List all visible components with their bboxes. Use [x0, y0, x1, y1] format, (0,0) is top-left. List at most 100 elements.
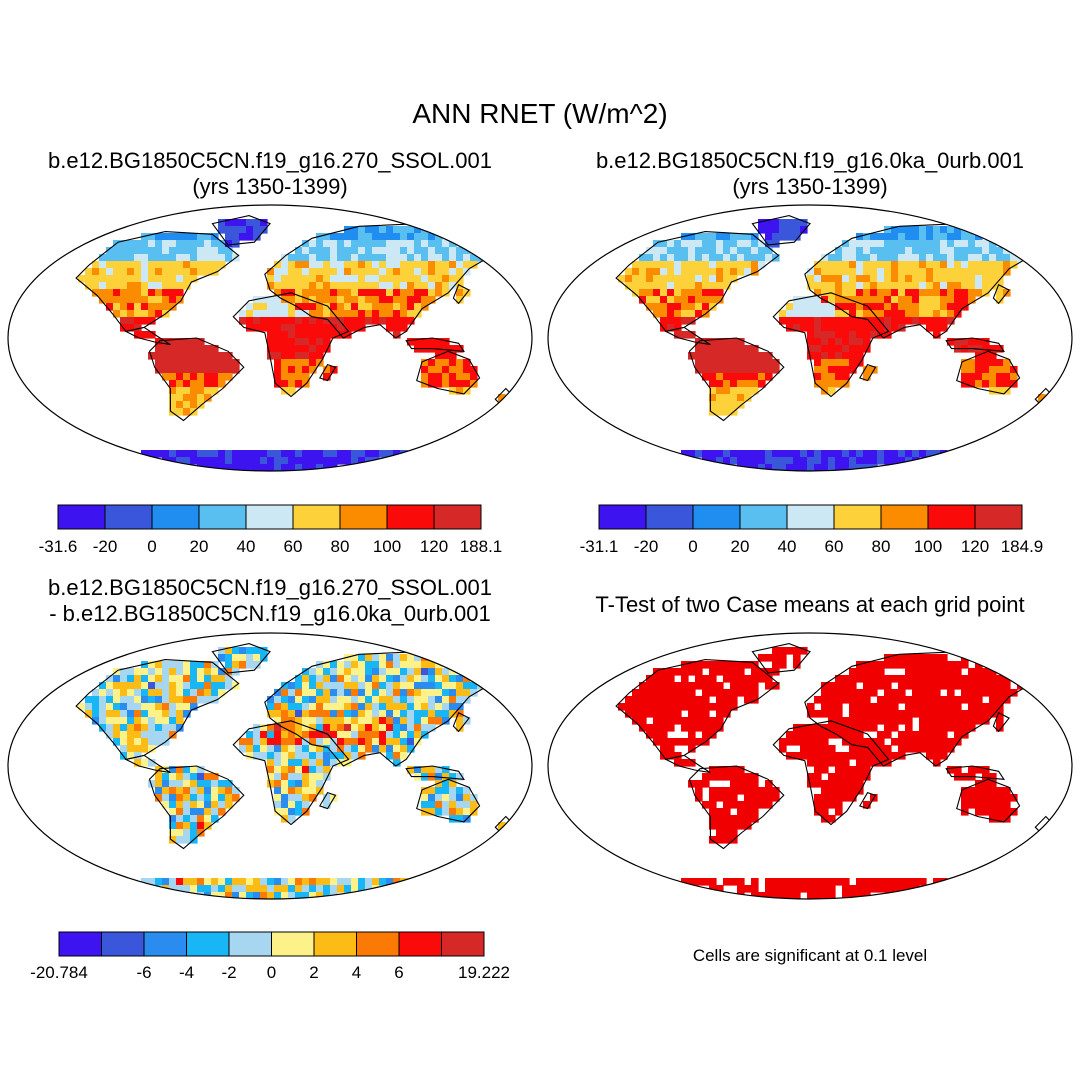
grid-cell	[793, 457, 801, 465]
grid-cell	[765, 878, 773, 886]
grid-cell	[337, 682, 345, 690]
grid-cell	[239, 661, 247, 669]
grid-cell	[968, 254, 976, 262]
grid-cell	[884, 226, 892, 234]
grid-cell	[365, 317, 373, 325]
grid-cell	[891, 717, 899, 725]
grid-cell	[863, 303, 871, 311]
grid-cell	[302, 794, 310, 802]
grid-cell	[99, 724, 107, 732]
grid-cell	[723, 878, 731, 886]
grid-cell	[176, 668, 184, 676]
grid-cell	[730, 373, 738, 381]
grid-cell	[737, 380, 745, 388]
grid-cell	[358, 296, 366, 304]
grid-cell	[351, 731, 359, 739]
grid-cell	[288, 703, 296, 711]
grid-cell	[92, 289, 100, 297]
grid-cell	[316, 738, 324, 746]
grid-cell	[639, 254, 647, 262]
grid-cell	[863, 296, 871, 304]
grid-cell	[344, 331, 352, 339]
grid-cell	[435, 682, 443, 690]
grid-cell	[288, 282, 296, 290]
grid-cell	[765, 801, 773, 809]
grid-cell	[442, 689, 450, 697]
grid-cell	[716, 261, 724, 269]
panel-3-title-line1: b.e12.BG1850C5CN.f19_g16.270_SSOL.001	[48, 575, 492, 600]
grid-cell	[632, 717, 640, 725]
grid-cell	[842, 885, 850, 893]
grid-cell	[772, 233, 780, 241]
grid-cell	[912, 303, 920, 311]
grid-cell	[288, 878, 296, 886]
grid-cell	[912, 233, 920, 241]
grid-cell	[169, 724, 177, 732]
grid-cell	[730, 345, 738, 353]
grid-cell	[695, 240, 703, 248]
grid-cell	[835, 682, 843, 690]
grid-cell	[225, 878, 233, 886]
grid-cell	[660, 717, 668, 725]
grid-cell	[947, 717, 955, 725]
grid-cell	[898, 282, 906, 290]
grid-cell	[891, 226, 899, 234]
grid-cell	[253, 892, 261, 899]
grid-cell	[456, 261, 464, 269]
grid-cell	[709, 401, 717, 409]
grid-cell	[730, 815, 738, 823]
grid-cell	[379, 703, 387, 711]
grid-cell	[723, 247, 731, 255]
grid-cell	[933, 226, 941, 234]
grid-cell	[926, 654, 934, 662]
grid-cell	[807, 352, 815, 360]
grid-cell	[267, 773, 275, 781]
grid-cell	[204, 387, 212, 395]
grid-cell	[975, 766, 983, 774]
grid-cell	[155, 668, 163, 676]
grid-cell	[449, 703, 457, 711]
grid-cell	[309, 668, 317, 676]
coastline-australia	[956, 778, 1021, 823]
grid-cell	[442, 359, 450, 367]
grid-cell	[120, 710, 128, 718]
grid-cell	[274, 310, 282, 318]
grid-cell	[407, 247, 415, 255]
grid-cell	[344, 282, 352, 290]
grid-cell	[442, 787, 450, 795]
grid-cell	[253, 738, 261, 746]
grid-cell	[821, 710, 829, 718]
grid-cell	[674, 752, 682, 760]
grid-cell	[309, 289, 317, 297]
grid-cell	[400, 717, 408, 725]
grid-cell	[870, 703, 878, 711]
grid-cell	[660, 268, 668, 276]
grid-cell	[358, 682, 366, 690]
grid-cell	[828, 296, 836, 304]
grid-cell	[849, 787, 857, 795]
grid-cell	[379, 731, 387, 739]
grid-cell	[225, 366, 233, 374]
grid-cell	[884, 247, 892, 255]
grid-cell	[246, 878, 254, 886]
grid-cell	[169, 780, 177, 788]
grid-cell	[260, 892, 268, 899]
grid-cell	[302, 787, 310, 795]
grid-cell	[954, 303, 962, 311]
grid-cell	[330, 268, 338, 276]
grid-cell	[435, 289, 443, 297]
grid-cell	[709, 275, 717, 283]
grid-cell	[127, 254, 135, 262]
grid-cell	[134, 724, 142, 732]
grid-cell	[463, 380, 471, 388]
grid-cell	[309, 254, 317, 262]
grid-cell	[975, 794, 983, 802]
grid-cell	[716, 450, 724, 458]
grid-cell	[393, 724, 401, 732]
grid-cell	[828, 710, 836, 718]
colorbar-tick-label: -31.6	[39, 537, 78, 556]
grid-cell	[351, 282, 359, 290]
grid-cell	[940, 247, 948, 255]
grid-cell	[653, 724, 661, 732]
grid-cell	[351, 878, 359, 886]
